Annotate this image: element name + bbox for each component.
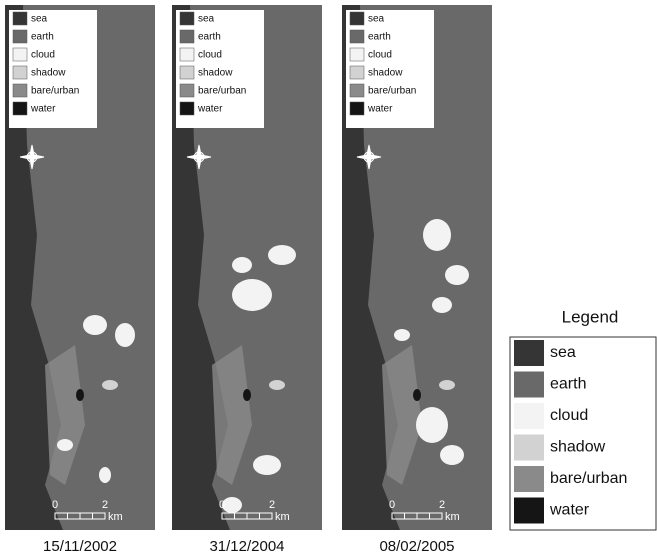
scale-start: 0 — [52, 499, 58, 511]
inset-legend-swatch — [180, 102, 194, 115]
inset-legend-swatch — [350, 66, 364, 79]
inset-legend-label: shadow — [198, 68, 233, 79]
water-patch — [413, 389, 421, 401]
panel-date: 08/02/2005 — [379, 538, 454, 555]
cloud-patch — [57, 439, 73, 451]
scale-unit: km — [275, 511, 290, 523]
inset-legend-swatch — [13, 84, 27, 97]
cloud-patch — [253, 455, 281, 475]
legend-label: shadow — [550, 439, 606, 456]
inset-legend-label: cloud — [198, 50, 222, 61]
shadow-patch — [269, 380, 285, 390]
inset-legend-swatch — [350, 12, 364, 25]
inset-legend-label: shadow — [368, 68, 403, 79]
inset-legend-label: water — [30, 104, 56, 115]
figure: seaearthcloudshadowbare/urbanwater02km15… — [0, 0, 657, 556]
inset-legend-swatch — [180, 84, 194, 97]
scale-unit: km — [108, 511, 123, 523]
cloud-patch — [416, 407, 448, 443]
water-patch — [243, 389, 251, 401]
legend-title: Legend — [562, 307, 619, 326]
cloud-patch — [115, 323, 135, 347]
inset-legend-label: sea — [368, 14, 385, 25]
inset-legend-swatch — [13, 102, 27, 115]
inset-legend-swatch — [350, 30, 364, 43]
legend-swatch — [514, 340, 544, 366]
inset-legend-swatch — [13, 30, 27, 43]
legend-label: cloud — [550, 407, 588, 424]
map-panel: sea earth cloud shadow bare/urban water 0 2km 08… — [342, 5, 492, 555]
cloud-patch — [432, 297, 452, 313]
inset-legend-label: earth — [198, 32, 221, 43]
inset-legend-label: earth — [368, 32, 391, 43]
legend-swatch — [514, 403, 544, 429]
scale-end: 2 — [439, 499, 445, 511]
inset-legend-label: water — [367, 104, 393, 115]
legend-label: bare/urban — [550, 470, 627, 487]
inset-legend-label: cloud — [31, 50, 55, 61]
inset-legend-label: bare/urban — [368, 86, 416, 97]
inset-legend-swatch — [180, 48, 194, 61]
legend-swatch — [514, 372, 544, 398]
cloud-patch — [232, 257, 252, 273]
inset-legend-label: sea — [31, 14, 48, 25]
map-panel: sea earth cloud shadow bare/urban water 0 2km 15… — [5, 5, 155, 555]
cloud-patch — [268, 245, 296, 265]
shadow-patch — [102, 380, 118, 390]
inset-legend-label: bare/urban — [31, 86, 79, 97]
water-patch — [76, 389, 84, 401]
map-panel: sea earth cloud shadow bare/urban water 0 2km 31… — [172, 5, 322, 555]
inset-legend-label: bare/urban — [198, 86, 246, 97]
legend-swatch — [514, 466, 544, 492]
inset-legend-swatch — [350, 102, 364, 115]
inset-legend-label: sea — [198, 14, 215, 25]
cloud-patch — [83, 315, 107, 335]
inset-legend-swatch — [350, 48, 364, 61]
scale-unit: km — [445, 511, 460, 523]
inset-legend-label: cloud — [368, 50, 392, 61]
cloud-patch — [440, 445, 464, 465]
legend-label: sea — [550, 344, 576, 361]
inset-legend-swatch — [13, 66, 27, 79]
legend-label: water — [549, 502, 590, 519]
inset-legend-swatch — [350, 84, 364, 97]
legend-label: earth — [550, 376, 586, 393]
cloud-patch — [99, 467, 111, 483]
inset-legend-swatch — [180, 66, 194, 79]
panel-date: 31/12/2004 — [209, 538, 284, 555]
scale-start: 0 — [219, 499, 225, 511]
legend-swatch — [514, 435, 544, 461]
inset-legend-label: shadow — [31, 68, 66, 79]
inset-legend-swatch — [180, 30, 194, 43]
legend-swatch — [514, 498, 544, 524]
cloud-patch — [232, 279, 272, 311]
inset-legend-swatch — [13, 12, 27, 25]
scale-start: 0 — [389, 499, 395, 511]
inset-legend-label: earth — [31, 32, 54, 43]
inset-legend-swatch — [13, 48, 27, 61]
inset-legend-swatch — [180, 12, 194, 25]
scale-end: 2 — [269, 499, 275, 511]
cloud-patch — [445, 265, 469, 285]
cloud-patch — [394, 329, 410, 341]
shadow-patch — [439, 380, 455, 390]
cloud-patch — [423, 219, 451, 251]
inset-legend-label: water — [197, 104, 223, 115]
scale-end: 2 — [102, 499, 108, 511]
panel-date: 15/11/2002 — [43, 538, 117, 555]
